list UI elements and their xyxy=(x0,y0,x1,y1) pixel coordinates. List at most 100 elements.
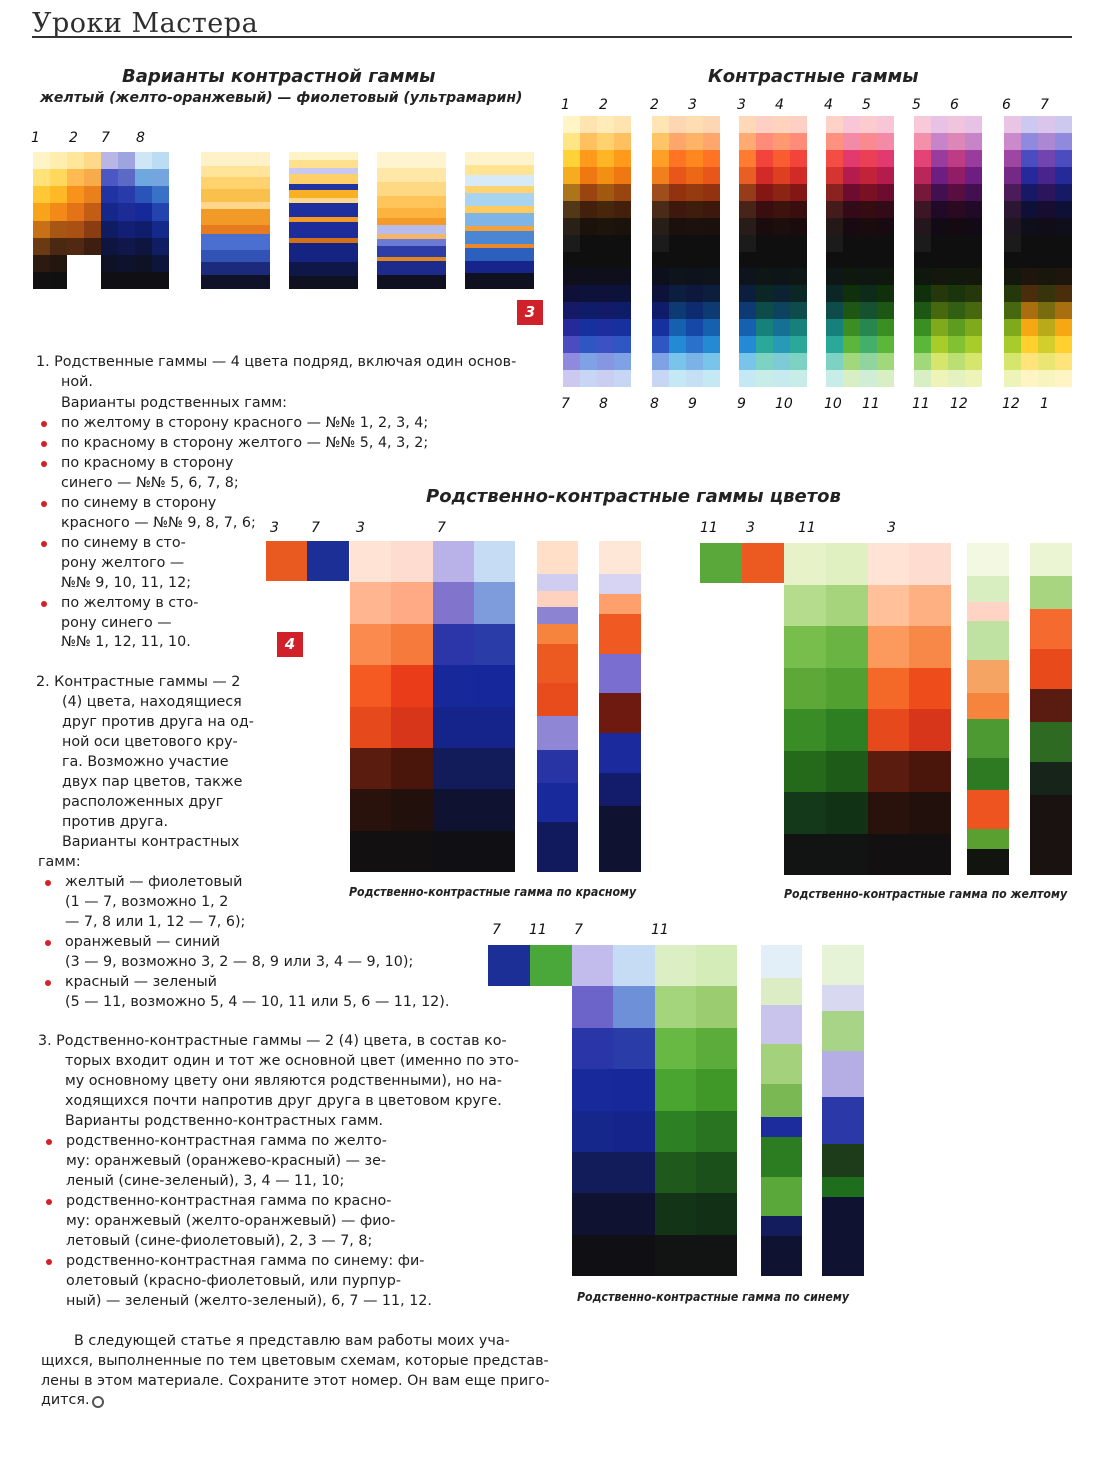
swatch-cell xyxy=(877,166,894,184)
swatch-cell xyxy=(914,285,931,303)
body-text-line: №№ 1, 12, 11, 10. xyxy=(61,634,191,650)
variants-number: 8 xyxy=(136,130,145,146)
swatch-cell xyxy=(597,234,614,252)
end-mark-icon xyxy=(92,1396,104,1408)
rc-blue-number: 11 xyxy=(651,922,669,938)
swatch-cell xyxy=(686,234,703,252)
stripe-band xyxy=(761,1176,802,1217)
rc-blue-number: 7 xyxy=(574,922,583,938)
swatch-cell xyxy=(580,268,597,286)
swatch-cell xyxy=(101,203,118,221)
stripe-band xyxy=(537,683,578,717)
swatch-cell xyxy=(825,584,868,626)
stripe-band xyxy=(599,574,641,594)
swatch-cell xyxy=(50,186,67,204)
swatch-cell xyxy=(1055,116,1072,133)
contrast-top-number: 4 xyxy=(775,97,784,113)
swatch-cell xyxy=(33,186,50,204)
stripe-band xyxy=(201,202,270,210)
swatch-cell xyxy=(773,166,790,184)
bullet-icon xyxy=(41,541,47,547)
swatch-cell xyxy=(1021,200,1038,218)
swatch-cell xyxy=(756,234,773,252)
variant-stripe-2 xyxy=(289,152,358,290)
swatch-cell xyxy=(790,200,807,218)
swatch-cell xyxy=(756,285,773,303)
swatch-cell xyxy=(1004,217,1021,235)
swatch-cell xyxy=(652,353,669,371)
swatch-cell xyxy=(686,336,703,354)
swatch-cell xyxy=(931,200,948,218)
swatch-cell xyxy=(773,251,790,269)
stripe-band xyxy=(377,238,446,246)
swatch-cell xyxy=(84,220,101,238)
swatch-cell xyxy=(669,183,686,201)
swatch-cell xyxy=(1021,285,1038,303)
swatch-cell xyxy=(909,709,951,751)
variant-stripe-1 xyxy=(201,152,270,290)
swatch-cell xyxy=(914,166,931,184)
swatch-cell xyxy=(686,370,703,387)
stripe-band xyxy=(465,230,534,244)
swatch-cell xyxy=(686,183,703,201)
swatch-cell xyxy=(948,200,965,218)
rc-yellow-caption: Родственно-контрастные гамма по желтому xyxy=(784,886,1068,901)
stripe-band xyxy=(201,234,270,251)
swatch-cell xyxy=(597,166,614,184)
contrast-bottom-number: 1 xyxy=(1040,396,1049,412)
swatch-cell xyxy=(669,132,686,150)
swatch-cell xyxy=(614,149,631,167)
swatch-cell xyxy=(965,251,982,269)
swatch-cell xyxy=(860,302,877,320)
swatch-cell xyxy=(914,132,931,150)
stripe-band xyxy=(761,1084,802,1118)
swatch-cell xyxy=(391,665,433,707)
swatch-cell xyxy=(948,217,965,235)
swatch-cell xyxy=(686,149,703,167)
contrast-top-number: 4 xyxy=(824,97,833,113)
swatch-cell xyxy=(1038,353,1055,371)
swatch-cell xyxy=(1038,132,1055,150)
swatch-cell xyxy=(1055,200,1072,218)
body-text-line: двух пар цветов, также xyxy=(62,774,243,790)
stripe-band xyxy=(377,224,446,234)
swatch-cell xyxy=(1021,302,1038,320)
swatch-cell xyxy=(703,166,720,184)
swatch-cell xyxy=(843,268,860,286)
swatch-cell xyxy=(118,152,135,170)
swatch-cell xyxy=(695,1234,737,1276)
swatch-cell xyxy=(1004,370,1021,387)
stripe-band xyxy=(967,692,1009,719)
swatch-cell xyxy=(33,271,50,289)
swatch-cell xyxy=(756,336,773,354)
body-text-line: 1. Родственные гаммы — 4 цвета подряд, в… xyxy=(36,354,517,370)
swatch-cell xyxy=(101,254,118,272)
swatch-cell xyxy=(790,268,807,286)
contrast-gamut-panel xyxy=(739,116,807,387)
swatch-cell xyxy=(473,541,515,583)
bullet-icon xyxy=(45,880,51,886)
swatch-cell xyxy=(948,302,965,320)
swatch-cell xyxy=(756,217,773,235)
swatch-cell xyxy=(914,183,931,201)
swatch-cell xyxy=(350,541,392,583)
contrast-gamut-panel xyxy=(652,116,720,387)
swatch-cell xyxy=(826,149,843,167)
swatch-cell xyxy=(597,370,614,387)
swatch-cell xyxy=(931,116,948,133)
swatch-cell xyxy=(826,251,843,269)
swatch-cell xyxy=(790,302,807,320)
swatch-cell xyxy=(580,370,597,387)
variants-title: Варианты контрастной гаммы xyxy=(122,66,436,87)
swatch-cell xyxy=(909,750,951,792)
body-text-line: оранжевый — синий xyxy=(65,934,221,950)
swatch-cell xyxy=(1038,217,1055,235)
stripe-band xyxy=(201,188,270,203)
stripe-band xyxy=(822,984,864,1012)
body-text-line: ной. xyxy=(61,374,93,390)
stripe-band xyxy=(537,574,578,591)
stripe-band xyxy=(289,203,358,217)
swatch-cell xyxy=(695,1110,737,1152)
stripe-band xyxy=(289,216,358,222)
swatch-cell xyxy=(652,149,669,167)
